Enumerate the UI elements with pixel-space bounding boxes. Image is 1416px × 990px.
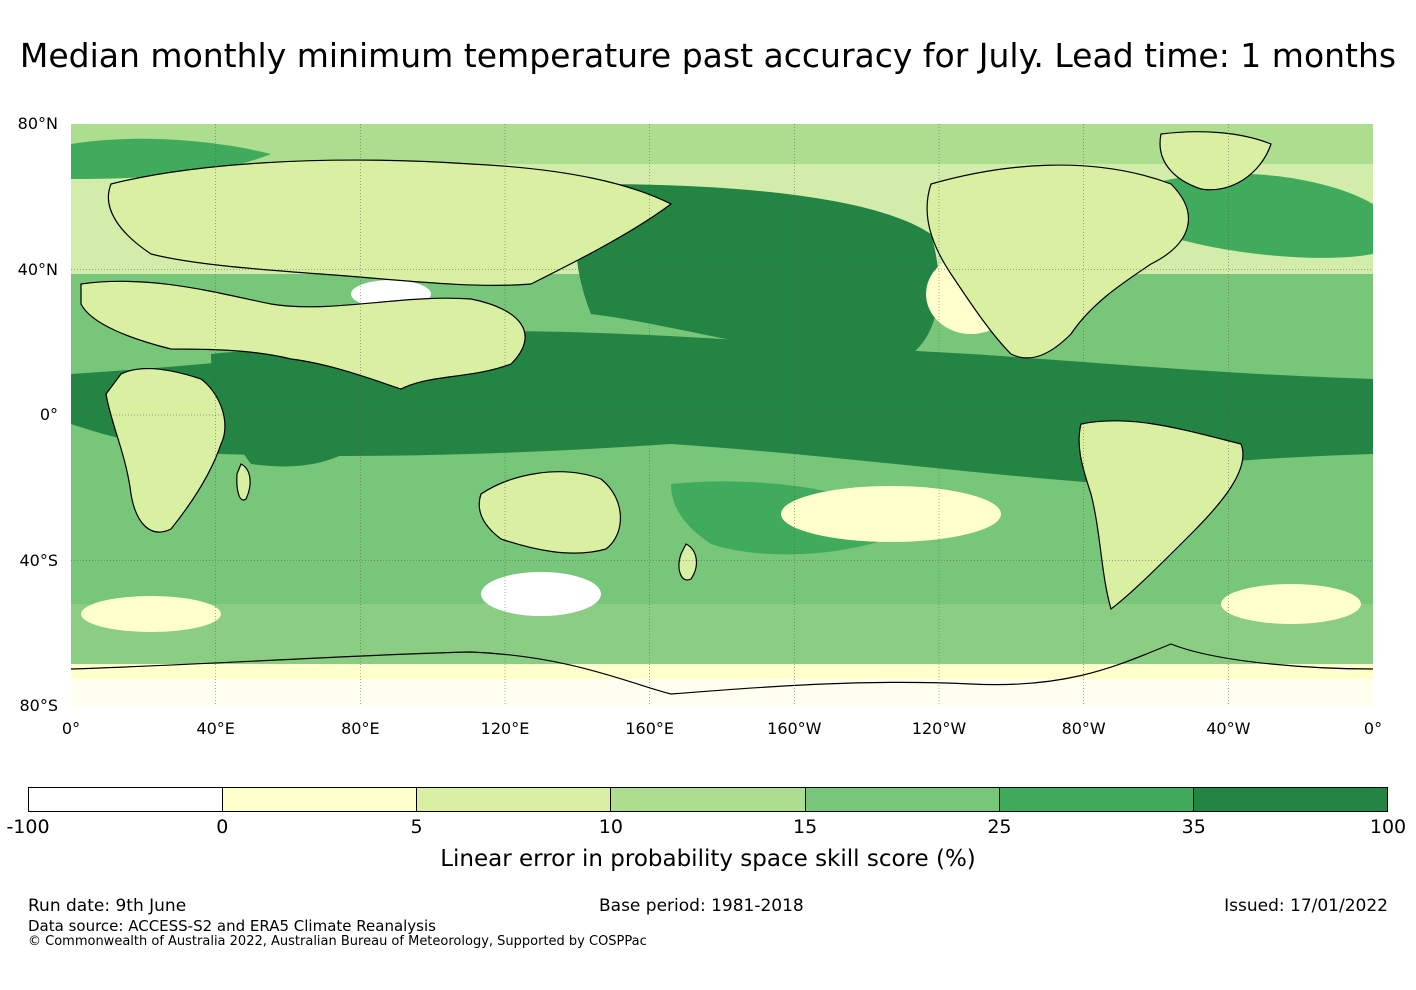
graticule bbox=[71, 124, 1373, 706]
colorbar-tick-label: -100 bbox=[6, 816, 50, 838]
longitude-label: 40°W bbox=[1206, 719, 1251, 738]
skill-band-arctic bbox=[71, 124, 1373, 164]
colorbar-segment bbox=[999, 788, 1194, 811]
coastline-antarctica bbox=[71, 643, 1373, 695]
skill-region-indian-ocean bbox=[211, 351, 401, 467]
longitude-label: 80°W bbox=[1061, 719, 1106, 738]
low-skill-patch-south-atlantic bbox=[1221, 584, 1361, 624]
low-skill-antarctica-white bbox=[71, 679, 1373, 706]
latitude-label: 40°S bbox=[19, 550, 58, 570]
longitude-label: 40°E bbox=[196, 719, 235, 738]
skill-region-barents bbox=[71, 138, 271, 179]
land-greenland bbox=[1159, 131, 1272, 191]
land-australia bbox=[478, 471, 621, 554]
land-madagascar bbox=[236, 463, 251, 501]
land-new-zealand bbox=[678, 543, 698, 581]
colorbar bbox=[28, 787, 1388, 812]
data-source: Data source: ACCESS-S2 and ERA5 Climate … bbox=[28, 917, 436, 935]
longitude-label: 120°E bbox=[480, 719, 530, 738]
longitude-label: 0° bbox=[61, 719, 81, 738]
colorbar-segment bbox=[611, 788, 806, 811]
colorbar-segment bbox=[417, 788, 612, 811]
latitude-label: 40°N bbox=[17, 259, 58, 279]
skill-region-north-atlantic bbox=[1151, 173, 1373, 258]
longitude-label: 80°E bbox=[341, 719, 380, 738]
land-eurasia-north bbox=[107, 159, 673, 286]
colorbar-tick-label: 35 bbox=[1181, 816, 1206, 838]
run-date: Run date: 9th June bbox=[28, 896, 187, 916]
skill-score-map bbox=[71, 124, 1373, 706]
low-skill-patch-south-indian bbox=[481, 572, 601, 616]
skill-band-southern-ocean bbox=[71, 594, 1373, 664]
latitude-label: 80°N bbox=[17, 114, 58, 133]
colorbar-segment bbox=[805, 788, 1000, 811]
issued-date: Issued: 17/01/2022 bbox=[1224, 896, 1388, 916]
colorbar-segment bbox=[223, 788, 418, 811]
longitude-label: 120°W bbox=[911, 719, 967, 738]
map-title: Median monthly minimum temperature past … bbox=[19, 36, 1397, 75]
low-skill-patch-pacific bbox=[781, 486, 1001, 542]
longitude-label: 160°W bbox=[767, 719, 822, 738]
land-south-america bbox=[1078, 420, 1244, 611]
latitude-label: 80°S bbox=[19, 696, 58, 715]
land-africa bbox=[105, 367, 226, 533]
colorbar-tick-label: 5 bbox=[410, 816, 423, 838]
colorbar-segment bbox=[1193, 788, 1387, 811]
colorbar-segment bbox=[29, 788, 224, 811]
colorbar-tick-label: 0 bbox=[216, 816, 229, 838]
base-period: Base period: 1981-2018 bbox=[599, 896, 804, 916]
land-masses bbox=[80, 131, 1272, 611]
longitude-label: 160°E bbox=[625, 719, 674, 738]
skill-region-north-pacific bbox=[576, 184, 939, 364]
longitude-label: 0° bbox=[1363, 719, 1383, 738]
colorbar-tick-label: 100 bbox=[1369, 816, 1407, 838]
low-skill-patch-south-africa bbox=[81, 596, 221, 632]
map-canvas bbox=[71, 124, 1373, 706]
latitude-label: 0° bbox=[39, 405, 58, 424]
land-eurasia-south bbox=[80, 280, 526, 390]
colorbar-tick-label: 25 bbox=[987, 816, 1012, 838]
land-north-america bbox=[926, 164, 1189, 359]
colorbar-tick-label: 15 bbox=[793, 816, 818, 838]
colorbar-tick-label: 10 bbox=[598, 816, 623, 838]
copyright: © Commonwealth of Australia 2022, Austra… bbox=[28, 934, 647, 949]
colorbar-label: Linear error in probability space skill … bbox=[440, 846, 976, 872]
